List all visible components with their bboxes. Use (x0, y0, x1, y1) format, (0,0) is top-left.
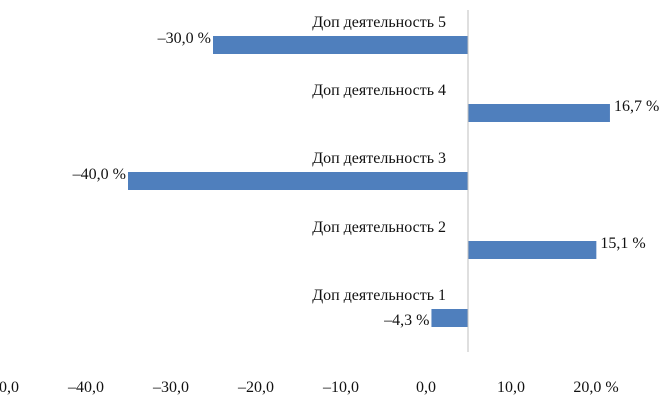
x-tick-label-6: 10,0 (497, 379, 525, 396)
bars-layer (128, 36, 610, 327)
category-label-1: Доп деятельность 1 (312, 287, 446, 304)
bar-3 (128, 172, 468, 190)
bar-2 (468, 241, 597, 259)
x-tick-label-0: –50,0 (0, 379, 19, 396)
bar-4 (468, 104, 610, 122)
value-label-1: –4,3 % (383, 312, 429, 329)
category-label-3: Доп деятельность 3 (312, 150, 446, 167)
category-label-5: Доп деятельность 5 (312, 14, 446, 31)
x-axis-ticks: –50,0 –40,0 –30,0 –20,0 –10,0 0,0 10,0 20,0 % (0, 379, 619, 396)
labels-layer: Доп деятельность 1 –4,3 % Доп деятельность… (72, 14, 660, 329)
category-label-2: Доп деятельность 2 (312, 219, 446, 236)
x-tick-label-4: –10,0 (322, 379, 359, 396)
category-label-4: Доп деятельность 4 (312, 82, 446, 99)
x-tick-label-2: –30,0 (152, 379, 189, 396)
bar-1 (431, 309, 468, 327)
x-tick-label-3: –20,0 (237, 379, 274, 396)
bar-5 (213, 36, 468, 54)
value-label-3: –40,0 % (72, 166, 126, 183)
x-tick-label-7: 20,0 % (573, 379, 618, 396)
value-label-2: 15,1 % (600, 235, 645, 252)
x-tick-label-1: –40,0 (67, 379, 104, 396)
x-tick-label-5: 0,0 (416, 379, 436, 396)
value-label-4: 16,7 % (614, 98, 659, 115)
value-label-5: –30,0 % (157, 30, 211, 47)
